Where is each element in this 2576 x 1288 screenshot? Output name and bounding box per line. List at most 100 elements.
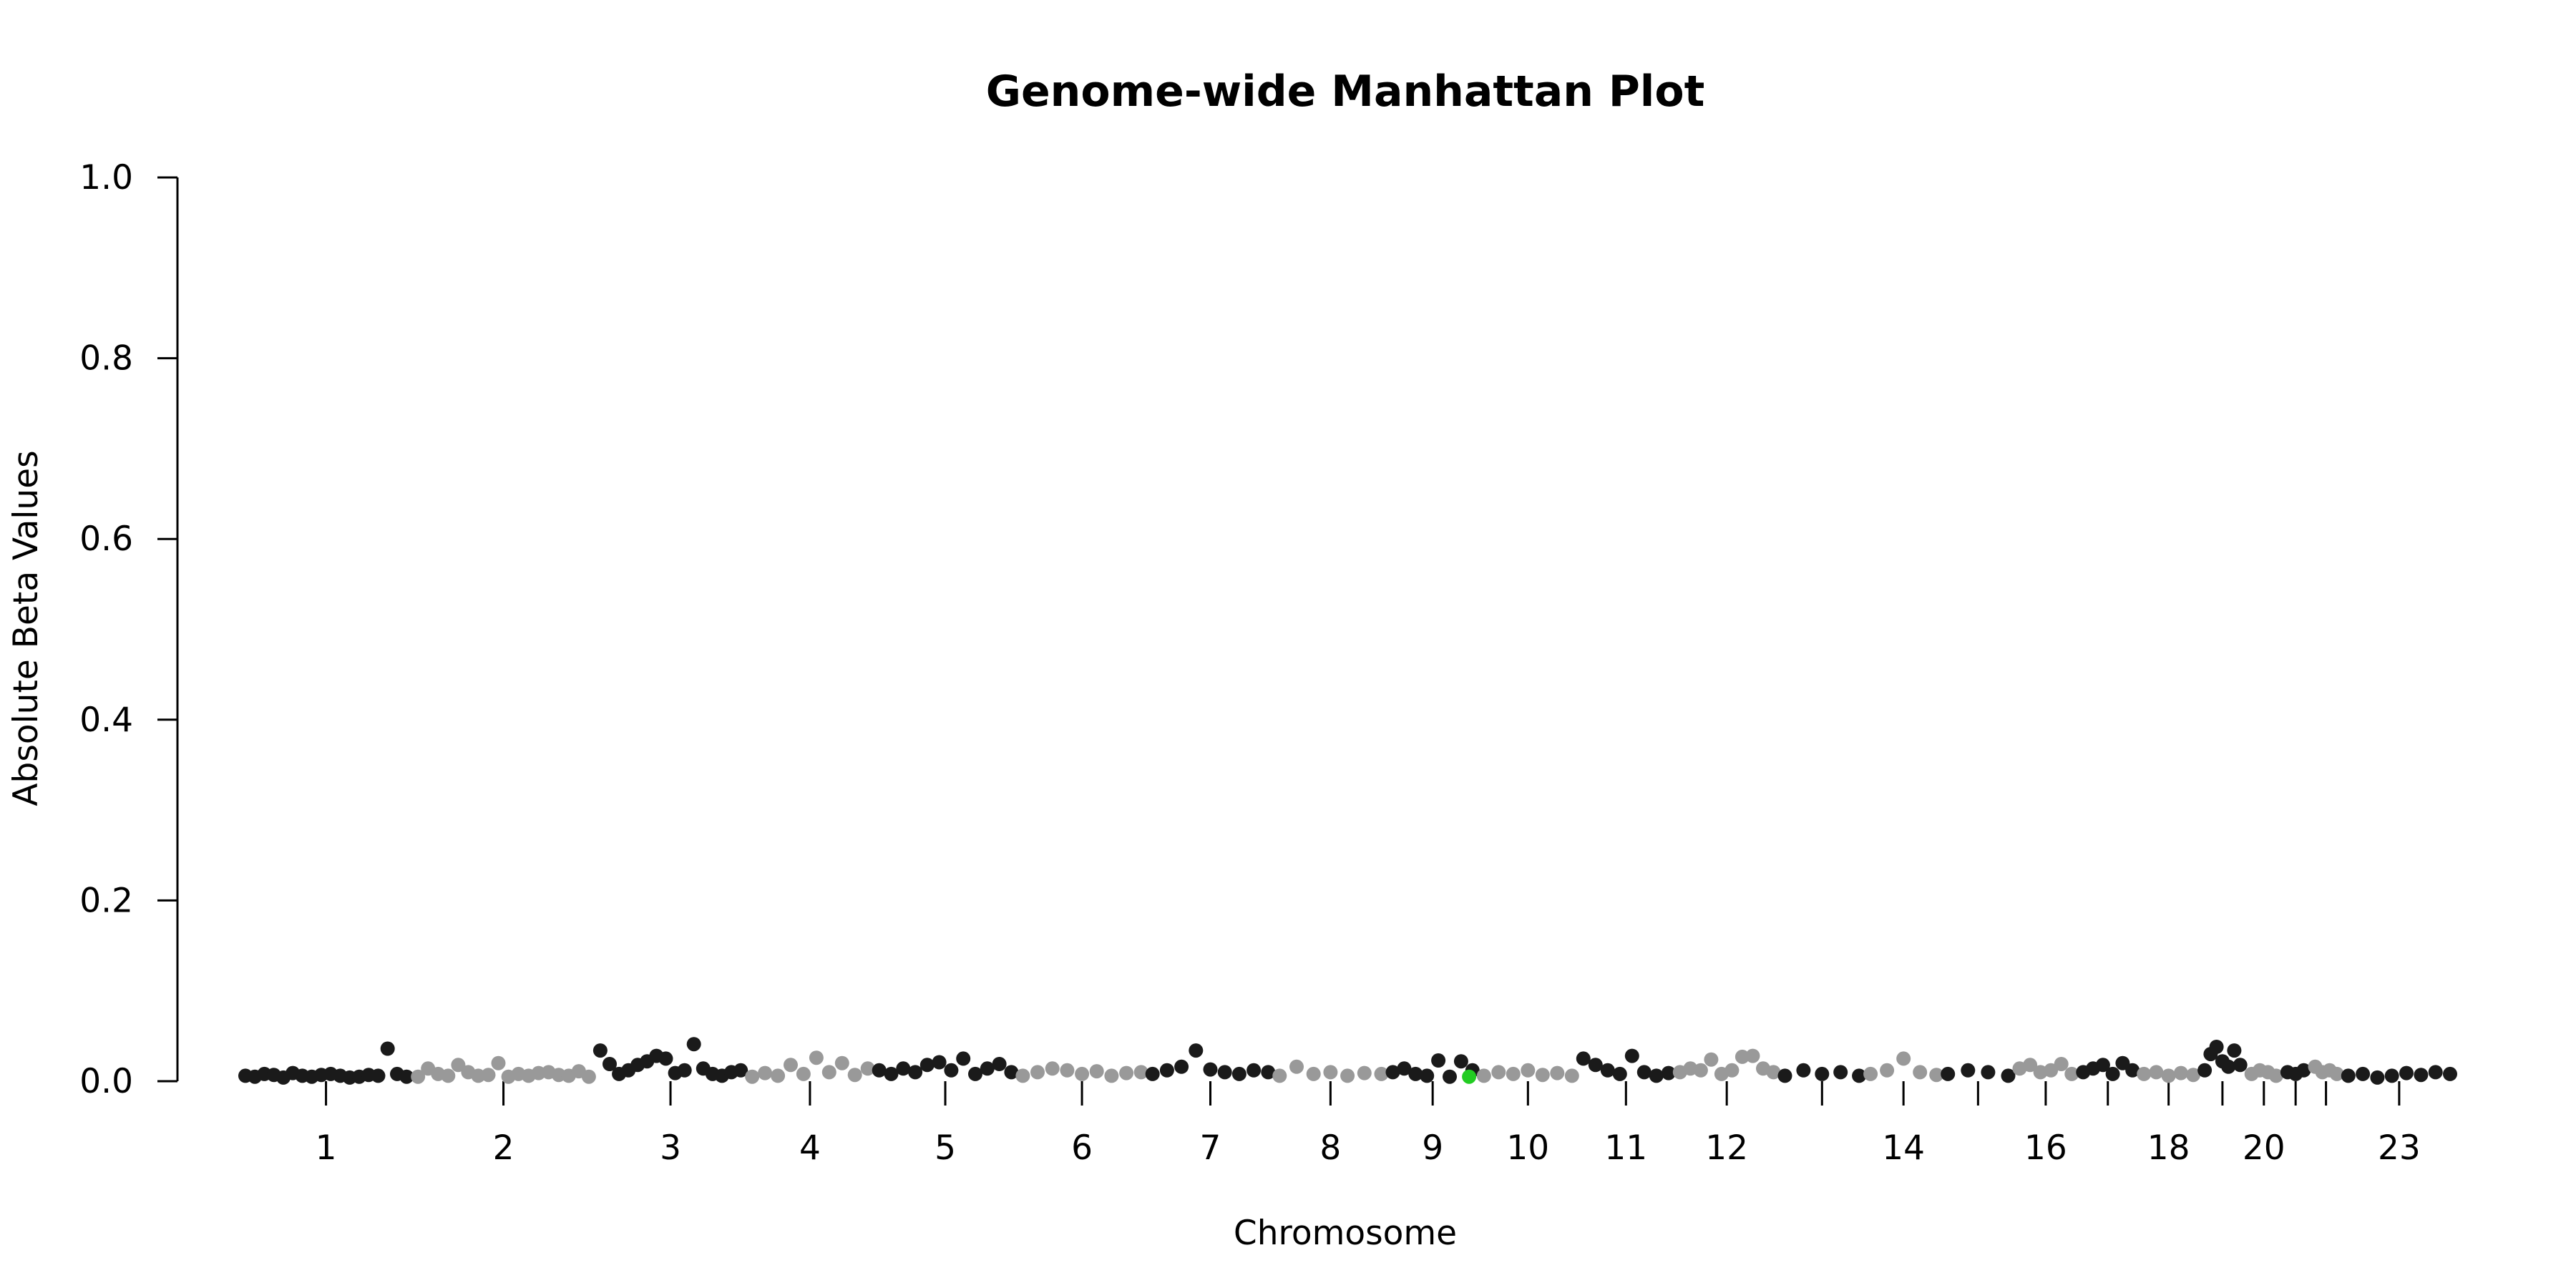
chr-17-point <box>2105 1066 2120 1081</box>
chr-23-point <box>2443 1066 2457 1081</box>
chr-19-point <box>2209 1040 2224 1054</box>
chr-7-point <box>1217 1065 1232 1080</box>
chr-18-point <box>2173 1065 2188 1080</box>
chr-17-point <box>2125 1063 2140 1078</box>
chr-15-point <box>1981 1065 1996 1080</box>
chr-4-point <box>758 1065 773 1080</box>
chr-6-point <box>1104 1068 1119 1083</box>
chr-9-point <box>1385 1065 1400 1080</box>
data-points <box>238 1037 2457 1085</box>
chr-6-point <box>1119 1065 1134 1080</box>
chr-9-point <box>1431 1053 1446 1068</box>
chr-17-point <box>2095 1058 2110 1073</box>
chr-13-point <box>1815 1066 1830 1081</box>
chr-19-point <box>2233 1058 2248 1073</box>
chr-4-point <box>860 1061 875 1076</box>
chr-2-point <box>441 1068 456 1083</box>
chr-5-point <box>944 1063 959 1078</box>
chr-9-point <box>1397 1061 1412 1076</box>
chr-2-point <box>581 1069 596 1084</box>
chr-2-point <box>481 1068 496 1083</box>
chr-22-point <box>2329 1066 2344 1081</box>
chr-5-point <box>992 1057 1007 1071</box>
chr-8-point <box>1272 1068 1287 1083</box>
x-tick-label: 23 <box>2378 1128 2421 1168</box>
chr-4-point <box>771 1068 786 1083</box>
chr-10-point <box>1476 1068 1491 1083</box>
chr-4-point <box>796 1066 811 1081</box>
chr-6-point <box>1030 1065 1045 1080</box>
chr-5-point <box>968 1066 982 1081</box>
x-axis-label: Chromosome <box>1234 1214 1457 1253</box>
chr-3-point <box>658 1051 673 1066</box>
x-tick-label: 16 <box>2024 1128 2067 1168</box>
x-tick-label: 20 <box>2243 1128 2285 1168</box>
chr-3-point <box>602 1057 617 1071</box>
y-tick-label: 0.0 <box>79 1062 133 1101</box>
chr-1-point <box>371 1068 386 1083</box>
chr-16-point <box>2054 1057 2069 1071</box>
chr-13-point <box>1777 1068 1792 1083</box>
chr-8-point <box>1340 1068 1355 1083</box>
chr-14-point <box>1929 1068 1944 1083</box>
chr-18-point <box>2137 1066 2152 1081</box>
chr-16-point <box>2064 1066 2079 1081</box>
chr-2-point <box>411 1069 426 1084</box>
chr-7-point <box>1189 1043 1204 1058</box>
x-tick-label: 14 <box>1882 1128 1925 1168</box>
x-tick-label: 11 <box>1604 1128 1647 1168</box>
chr-3-point <box>677 1063 692 1078</box>
chr-13-point <box>1796 1063 1811 1078</box>
chr-23-point <box>2428 1065 2443 1080</box>
chr-6-point <box>1060 1063 1075 1078</box>
chr-14-point <box>1913 1065 1928 1080</box>
y-tick-label: 0.6 <box>79 519 133 559</box>
x-tick-label: 10 <box>1506 1128 1549 1168</box>
chr-19-point <box>2221 1059 2236 1074</box>
x-tick-label: 6 <box>1071 1128 1093 1168</box>
x-tick-label: 18 <box>2147 1128 2190 1168</box>
chr-14-point <box>1863 1066 1878 1081</box>
chr-15-point <box>1941 1066 1956 1081</box>
chr-16-point <box>2023 1058 2038 1073</box>
chr-2-point <box>491 1055 506 1070</box>
x-tick-label: 8 <box>1319 1128 1341 1168</box>
chr-11-point <box>1600 1063 1615 1078</box>
chr-13-point <box>1833 1065 1848 1080</box>
chr-12-point <box>1704 1052 1719 1067</box>
x-tick-label: 12 <box>1705 1128 1748 1168</box>
chr-17-point <box>2115 1055 2130 1070</box>
chr-6-point <box>1075 1066 1090 1081</box>
x-tick-label: 3 <box>660 1128 681 1168</box>
chr-11-point <box>1576 1051 1591 1066</box>
chr-21-point <box>2296 1063 2311 1078</box>
chart-title: Genome-wide Manhattan Plot <box>986 67 1705 117</box>
x-tick-label: 2 <box>493 1128 514 1168</box>
chr-7-point <box>1203 1062 1218 1077</box>
x-tick-label: 7 <box>1200 1128 1221 1168</box>
chr-6-point <box>1089 1064 1104 1079</box>
chr-5-point <box>932 1055 947 1070</box>
chr-23-point <box>2341 1068 2356 1083</box>
chr-20-point <box>2268 1068 2283 1083</box>
chr-7-point <box>1174 1059 1189 1074</box>
chr-5-point <box>896 1061 911 1076</box>
chr-12-point <box>1724 1063 1740 1078</box>
chr-15-point <box>1961 1063 1976 1078</box>
chr-8-point <box>1323 1065 1338 1080</box>
chr-15-point <box>2001 1068 2016 1083</box>
chr-5-point <box>919 1058 935 1073</box>
chr-12-point <box>1766 1065 1781 1080</box>
chr-7-point <box>1145 1066 1160 1081</box>
chr-1-point <box>399 1069 414 1084</box>
y-tick-label: 0.8 <box>79 339 133 379</box>
chr-19-point <box>2197 1063 2212 1078</box>
chr-19-point <box>2227 1043 2242 1058</box>
chr-14-point <box>1880 1063 1895 1078</box>
chr-10-point <box>1506 1066 1521 1081</box>
chr-5-point <box>1004 1065 1019 1080</box>
chr-11-point <box>1588 1058 1603 1073</box>
x-axis: 1 2 3 4 5 6 7 8 9 10 11 12 14 16 18 20 23 <box>316 1081 2421 1168</box>
chr-7-point <box>1231 1066 1246 1081</box>
